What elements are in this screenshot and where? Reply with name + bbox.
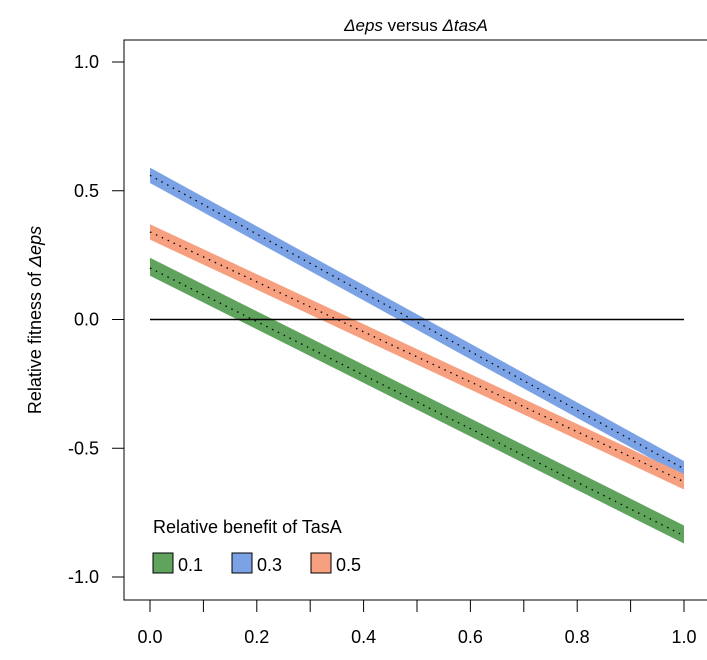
legend-label-0.1: 0.1 bbox=[178, 555, 203, 575]
y-tick-label: -1.0 bbox=[68, 567, 99, 587]
confidence-bands bbox=[150, 167, 684, 544]
text-part-0: Relative fitness of bbox=[25, 267, 45, 414]
legend: Relative benefit of TasA 0.1 0.3 0.5 bbox=[152, 517, 361, 575]
text-part-1: versus bbox=[383, 16, 443, 35]
legend-swatch-0.5 bbox=[310, 552, 332, 574]
band-series-0.5 bbox=[150, 224, 684, 490]
chart-title: Δeps versus ΔtasA bbox=[343, 16, 488, 35]
y-tick-label: 0.0 bbox=[74, 310, 99, 330]
legend-items: 0.1 0.3 0.5 bbox=[152, 552, 361, 575]
band-series-0.3 bbox=[150, 167, 684, 477]
text-part-0: Δeps bbox=[343, 16, 383, 35]
text-part-2: ΔtasA bbox=[441, 16, 487, 35]
x-tick-label: 0.4 bbox=[351, 627, 376, 647]
x-tick-label: 0.2 bbox=[244, 627, 269, 647]
mean-line-series-0.5 bbox=[149, 231, 685, 483]
y-axis-label: Relative fitness of Δeps bbox=[25, 226, 45, 414]
x-axis: 0.0 0.2 0.4 0.6 0.8 1.0 bbox=[137, 600, 697, 647]
legend-swatch-0.3 bbox=[231, 552, 253, 574]
mean-lines bbox=[149, 174, 685, 537]
y-tick-label: -0.5 bbox=[68, 438, 99, 458]
y-axis: -1.0 -0.5 0.0 0.5 1.0 bbox=[68, 52, 124, 587]
legend-swatch-0.1 bbox=[152, 552, 174, 574]
y-tick-label: 0.5 bbox=[74, 181, 99, 201]
text-part-1: Δeps bbox=[25, 226, 45, 268]
y-tick-label: 1.0 bbox=[74, 52, 99, 72]
band-series-0.1 bbox=[150, 257, 684, 544]
x-tick-label: 1.0 bbox=[671, 627, 696, 647]
legend-title: Relative benefit of TasA bbox=[153, 517, 342, 537]
legend-label-0.5: 0.5 bbox=[336, 555, 361, 575]
x-tick-label: 0.6 bbox=[458, 627, 483, 647]
x-tick-label: 0.8 bbox=[565, 627, 590, 647]
x-tick-label: 0.0 bbox=[137, 627, 162, 647]
mean-line-series-0.3 bbox=[149, 174, 685, 470]
legend-label-0.3: 0.3 bbox=[257, 555, 282, 575]
